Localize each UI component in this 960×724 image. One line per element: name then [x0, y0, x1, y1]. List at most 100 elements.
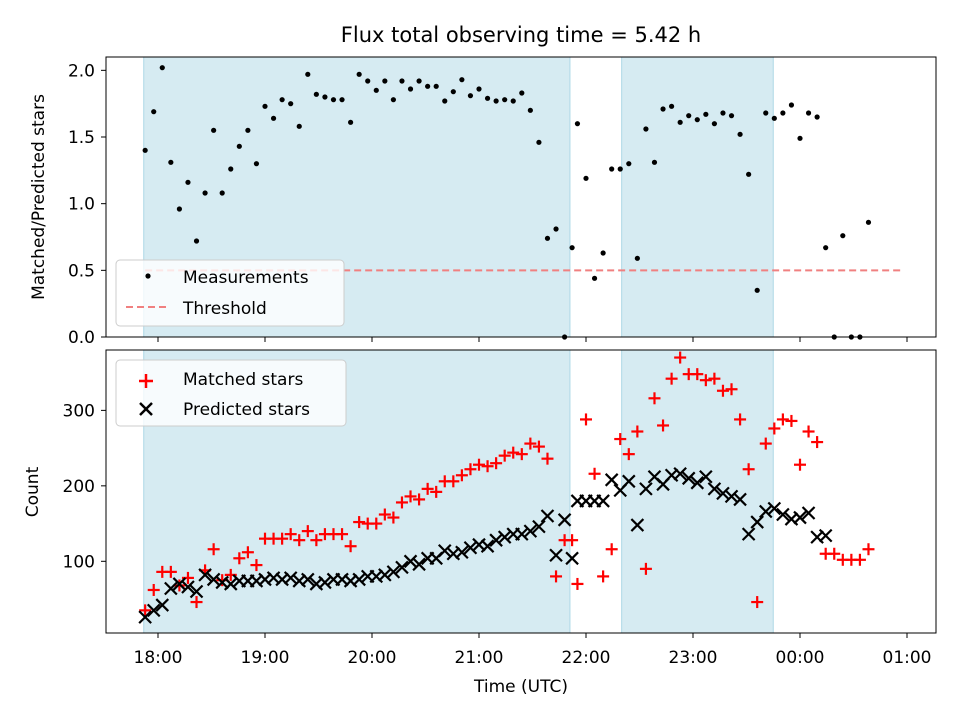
measurement-point	[703, 111, 709, 117]
bottom-y-tick-label: 200	[63, 477, 95, 497]
top-y-tick-label: 1.5	[68, 128, 95, 148]
measurement-point	[476, 86, 482, 92]
matched-star-point	[336, 528, 349, 541]
legend-measurements-label: Measurements	[183, 268, 309, 288]
measurement-point	[185, 179, 191, 185]
x-tick-label: 19:00	[241, 648, 290, 668]
top-y-tick-label: 2.0	[68, 61, 95, 81]
predicted-star-point	[386, 565, 401, 579]
matched-star-point	[631, 425, 644, 438]
bottom-y-tick-label: 300	[63, 401, 95, 421]
measurement-point	[193, 238, 200, 244]
matched-star-point	[164, 565, 177, 578]
measurement-point	[253, 161, 260, 167]
matched-star-point	[605, 543, 618, 556]
measurement-point	[737, 131, 743, 137]
predicted-star-point	[741, 527, 756, 541]
measurement-point	[416, 78, 422, 84]
predicted-star-point	[801, 506, 816, 520]
measurement-point	[211, 127, 217, 133]
matched-star-point	[614, 433, 627, 446]
predicted-star-point	[673, 466, 687, 481]
measurement-point	[617, 166, 623, 172]
measurement-point	[159, 65, 165, 71]
predicted-star-point	[206, 572, 221, 587]
predicted-star-point	[497, 530, 512, 544]
measurement-point	[236, 143, 242, 149]
matched-star-point	[524, 437, 537, 450]
measurement-point	[348, 119, 354, 125]
measurement-point	[262, 103, 268, 109]
matched-star-point	[571, 577, 584, 590]
matched-star-point	[430, 485, 443, 498]
x-tick-label: 22:00	[562, 648, 611, 668]
matched-star-point	[550, 570, 563, 583]
matched-star-point	[207, 543, 220, 556]
measurement-point	[553, 226, 559, 232]
matched-star-point	[588, 467, 601, 480]
matched-star-point	[498, 449, 511, 462]
measurement-point	[643, 126, 649, 132]
measurement-point	[407, 86, 414, 92]
measurement-point	[823, 245, 829, 251]
matched-star-point	[250, 559, 263, 572]
matched-star-point	[473, 458, 485, 471]
matched-star-point	[622, 448, 635, 461]
matched-star-point	[455, 469, 468, 482]
measurement-point	[510, 98, 516, 104]
measurement-point	[425, 83, 431, 89]
measurement-point	[245, 127, 251, 133]
matched-star-point	[387, 511, 400, 524]
predicted-star-point	[540, 509, 555, 523]
predicted-star-point	[639, 482, 653, 496]
measurement-point	[591, 275, 598, 281]
matched-star-point	[768, 422, 781, 435]
top-y-axis-label: Matched/Predicted stars	[29, 94, 49, 300]
bottom-y-ticks: 100 200 300	[63, 401, 106, 572]
matched-star-point	[507, 446, 520, 459]
measurement-point	[176, 206, 182, 212]
top-x-ticks	[157, 337, 908, 342]
measurement-point	[322, 94, 328, 100]
measurement-point	[669, 103, 675, 109]
matched-star-point	[464, 463, 477, 476]
x-tick-label: 01:00	[883, 648, 932, 668]
x-tick-label: 00:00	[776, 648, 825, 668]
measurement-point	[399, 78, 405, 84]
measurement-point	[788, 102, 795, 108]
predicted-star-point	[523, 524, 538, 538]
predicted-star-point	[403, 554, 418, 569]
matched-star-point	[828, 547, 841, 560]
predicted-star-point	[455, 545, 469, 560]
matched-star-point	[421, 482, 434, 495]
measurement-point	[142, 147, 148, 153]
measurement-point	[313, 91, 319, 97]
predicted-star-point	[378, 568, 392, 582]
measurement-point	[365, 78, 371, 84]
x-tick-label: 18:00	[134, 648, 183, 668]
measurement-point	[330, 97, 337, 103]
matched-star-point	[395, 496, 408, 509]
measurement-point	[151, 109, 157, 115]
measurement-point	[536, 139, 542, 145]
matched-star-point	[708, 372, 721, 385]
predicted-star-point	[155, 598, 170, 612]
measurement-point	[814, 114, 820, 120]
measurement-point	[771, 115, 777, 121]
bottom-shaded-interval-2	[621, 350, 774, 633]
top-axes-frame	[105, 56, 937, 338]
predicted-star-point	[767, 501, 782, 516]
measurement-point	[694, 117, 700, 123]
matched-star-point	[490, 457, 503, 470]
predicted-star-point	[283, 571, 298, 585]
predicted-stars-series	[138, 466, 833, 624]
matched-star-point	[566, 534, 579, 547]
measurement-point	[720, 110, 726, 116]
matched-star-point	[734, 413, 747, 426]
matched-star-point	[344, 540, 357, 553]
matched-star-point	[541, 452, 554, 465]
measurement-point	[583, 175, 589, 181]
matched-star-point	[674, 351, 687, 364]
chart-title: Flux total observing time = 5.42 h	[341, 23, 701, 47]
